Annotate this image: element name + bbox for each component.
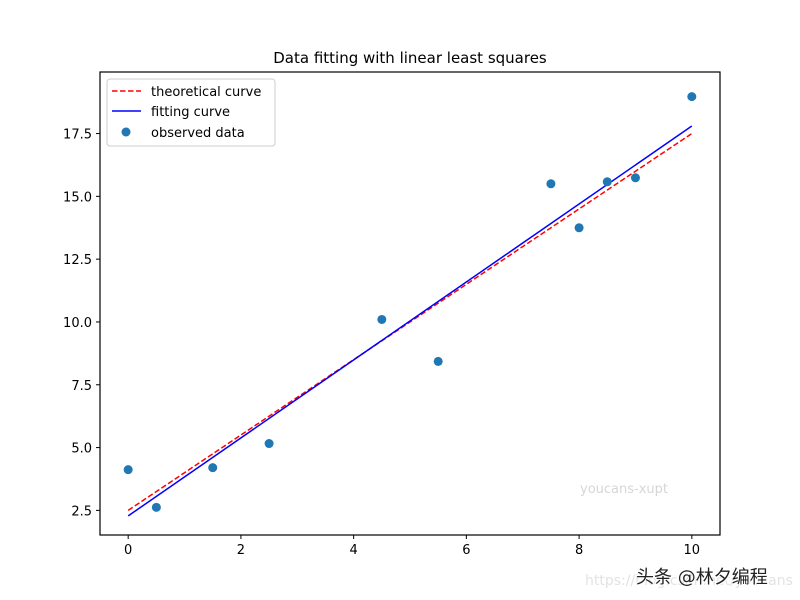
legend-label-theoretical: theoretical curve — [151, 85, 261, 100]
x-tick-label: 10 — [684, 543, 701, 558]
legend-label-observed: observed data — [151, 126, 245, 141]
legend-label-fitting: fitting curve — [151, 105, 230, 120]
y-axis: 2.5 5.0 7.5 10.0 12.5 15.0 17.5 — [63, 128, 100, 519]
observed-data-point — [574, 223, 584, 233]
observed-data-point — [208, 463, 218, 473]
plot-area — [123, 92, 697, 517]
url-watermark: https://blog.csdn.net/youcans — [585, 573, 793, 589]
x-axis: 0 2 4 6 8 10 — [124, 535, 700, 558]
observed-data-point — [630, 173, 640, 183]
observed-data-point — [377, 314, 387, 324]
axes-frame — [99, 71, 721, 536]
theoretical-curve-line — [127, 132, 693, 512]
observed-data-point — [151, 502, 161, 512]
observed-data-point — [264, 439, 274, 449]
y-tick-label: 7.5 — [71, 379, 92, 394]
y-tick-label: 17.5 — [63, 128, 92, 143]
brand-watermark: 头条 @林夕编程 — [636, 567, 768, 588]
fitting-curve-line — [127, 125, 693, 517]
x-tick-label: 8 — [575, 543, 583, 558]
observed-data-point — [687, 92, 697, 102]
inner-watermark: youcans-xupt — [580, 482, 668, 497]
observed-data-point — [602, 177, 612, 187]
observed-data-point — [546, 179, 556, 189]
y-tick-label: 5.0 — [71, 442, 92, 457]
legend: theoretical curve fitting curve observed… — [106, 78, 276, 147]
y-tick-label: 10.0 — [63, 316, 92, 331]
x-tick-label: 6 — [462, 543, 470, 558]
x-tick-label: 2 — [237, 543, 245, 558]
observed-data-point — [123, 465, 133, 475]
legend-dot-icon — [121, 127, 131, 137]
y-tick-label: 12.5 — [63, 253, 92, 268]
y-tick-label: 15.0 — [63, 190, 92, 205]
x-tick-label: 4 — [349, 543, 357, 558]
chart-title: Data fitting with linear least squares — [273, 49, 547, 67]
observed-data-point — [433, 356, 443, 366]
x-tick-label: 0 — [124, 543, 132, 558]
legend-box — [106, 78, 276, 147]
y-tick-label: 2.5 — [71, 504, 92, 519]
